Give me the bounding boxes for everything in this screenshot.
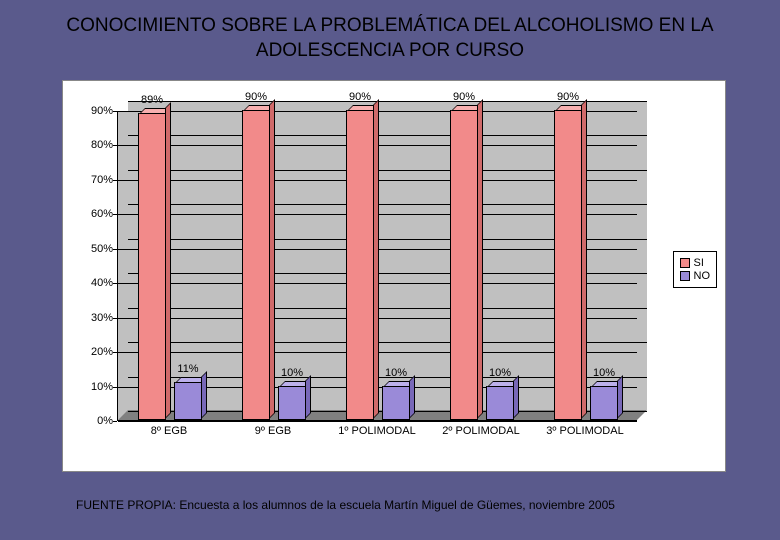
xtick-label: 2º POLIMODAL [442,425,519,437]
legend-swatch-si [680,258,690,268]
bar-value-label: 90% [236,91,276,103]
ytick-label: 40% [77,277,113,289]
ytick-label: 0% [77,415,113,427]
bar-value-label: 11% [168,363,208,375]
source-text: FUENTE PROPIA: Encuesta a los alumnos de… [76,498,615,512]
chart-container: 89%11%90%10%90%10%90%10%90%10% 0%10%20%3… [62,80,726,472]
bar-side-face [201,371,207,419]
bar-side-face [513,375,519,419]
legend-swatch-no [680,271,690,281]
xtick-label: 1º POLIMODAL [338,425,415,437]
slide: CONOCIMIENTO SOBRE LA PROBLEMÁTICA DEL A… [0,0,780,540]
ytick-label: 20% [77,346,113,358]
ytick-mark [113,145,117,146]
ytick-mark [113,214,117,215]
ytick-mark [113,387,117,388]
plot-area: 89%11%90%10%90%10%90%10%90%10% [117,111,637,421]
xtick-label: 3º POLIMODAL [546,425,623,437]
bar-side-face [409,375,415,419]
bar: 10% [590,386,618,420]
legend-label-si: SI [694,257,704,269]
ytick-mark [113,249,117,250]
ytick-label: 10% [77,381,113,393]
bar-side-face [617,375,623,419]
legend-item-si: SI [680,257,711,269]
ytick-mark [113,421,117,422]
bar-value-label: 90% [340,91,380,103]
ytick-mark [113,180,117,181]
bar-value-label: 90% [444,91,484,103]
ytick-label: 90% [77,105,113,117]
bar-value-label: 10% [584,367,624,379]
bar-value-label: 10% [480,367,520,379]
ytick-label: 70% [77,174,113,186]
bar: 10% [278,386,306,420]
ytick-mark [113,283,117,284]
bar-value-label: 10% [376,367,416,379]
bar-value-label: 90% [548,91,588,103]
legend-label-no: NO [694,270,711,282]
bar: 10% [486,386,514,420]
ytick-label: 80% [77,139,113,151]
xtick-label: 9º EGB [255,425,291,437]
bar-value-label: 10% [272,367,312,379]
bar: 90% [346,110,374,420]
bar: 89% [138,113,166,420]
xtick-label: 8º EGB [151,425,187,437]
ytick-mark [113,318,117,319]
slide-title: CONOCIMIENTO SOBRE LA PROBLEMÁTICA DEL A… [40,14,740,63]
bar: 11% [174,382,202,420]
bar: 90% [242,110,270,420]
bar-side-face [305,375,311,419]
ytick-mark [113,352,117,353]
bar: 90% [450,110,478,420]
ytick-mark [113,111,117,112]
ytick-label: 60% [77,208,113,220]
legend: SI NO [673,251,718,288]
ytick-label: 50% [77,243,113,255]
ytick-label: 30% [77,312,113,324]
bar: 10% [382,386,410,420]
grid-line [118,421,637,422]
legend-item-no: NO [680,270,711,282]
bar: 90% [554,110,582,420]
bar-value-label: 89% [132,94,172,106]
